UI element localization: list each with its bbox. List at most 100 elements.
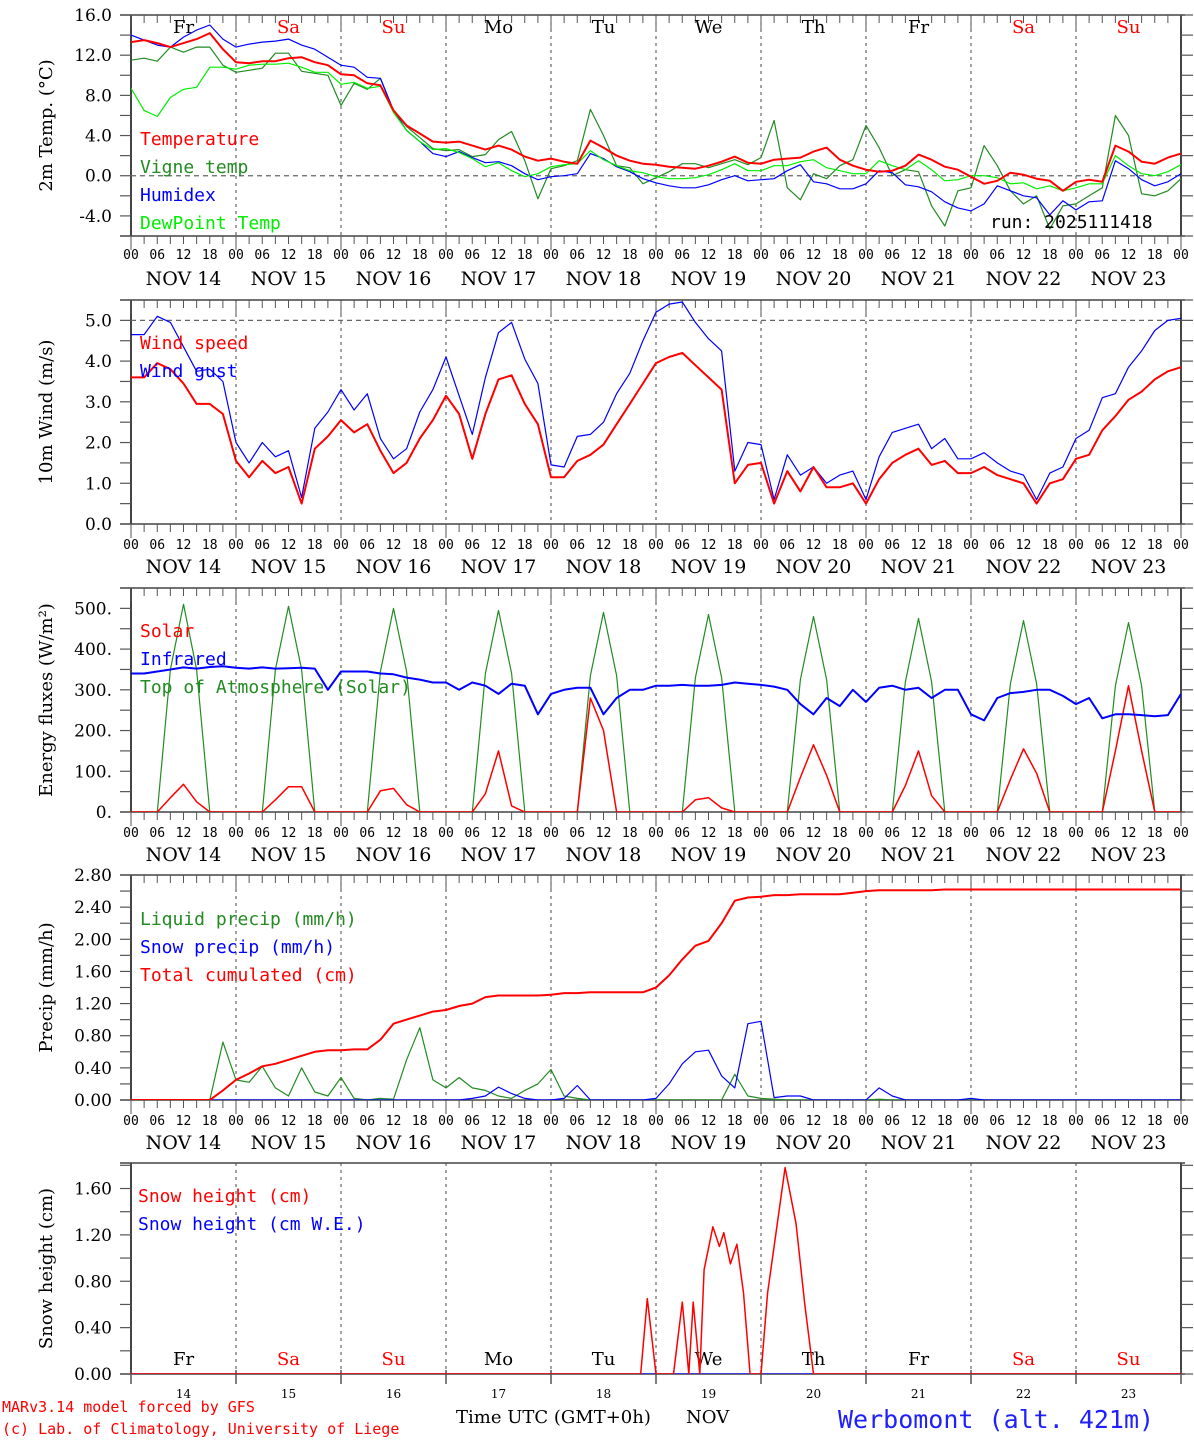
hour-tick-label: 06 <box>989 538 1005 553</box>
series-infrared-line <box>131 665 1181 722</box>
data-point <box>262 61 263 62</box>
data-point <box>905 184 906 185</box>
data-point <box>800 491 801 492</box>
data-point <box>826 483 827 484</box>
data-point <box>406 130 407 131</box>
data-point <box>984 466 985 467</box>
data-point <box>406 1099 407 1100</box>
data-point <box>669 975 670 976</box>
data-point <box>669 685 670 686</box>
data-point <box>550 1069 551 1070</box>
data-point <box>984 203 985 204</box>
data-point <box>1102 181 1103 182</box>
date-label: NOV 14 <box>146 1132 222 1154</box>
data-point <box>249 811 250 812</box>
data-point <box>721 807 722 808</box>
data-point <box>288 63 289 64</box>
hour-tick-label: 18 <box>622 1114 638 1129</box>
data-point <box>695 322 696 323</box>
data-point <box>1075 203 1076 204</box>
date-label: NOV 15 <box>251 1132 327 1154</box>
y-tick-label: 5.0 <box>85 311 112 331</box>
data-point <box>1102 183 1103 184</box>
date-label: NOV 21 <box>881 268 957 290</box>
data-point <box>550 166 551 167</box>
hour-tick-label: 18 <box>517 248 533 263</box>
data-point <box>839 475 840 476</box>
data-point <box>537 179 538 180</box>
data-point <box>997 177 998 178</box>
data-point <box>327 1050 328 1051</box>
data-point <box>813 466 814 467</box>
data-point <box>445 356 446 357</box>
legend-item: Temperature <box>140 129 259 150</box>
data-point <box>905 454 906 455</box>
data-point <box>931 448 932 449</box>
data-point <box>1154 1099 1155 1100</box>
data-point <box>550 1373 551 1374</box>
data-point <box>747 442 748 443</box>
data-point <box>511 170 512 171</box>
data-point <box>865 1099 866 1100</box>
data-point <box>275 473 276 474</box>
data-point <box>1141 889 1142 890</box>
hour-tick-label: 18 <box>937 538 953 553</box>
data-point <box>708 338 709 339</box>
data-point <box>642 689 643 690</box>
panel-4: 0.00 0.40 0.80 1.20 1.60 2.00 2.40 2.80 Precip (… <box>36 866 1193 1154</box>
weekday-label: Fr <box>173 1349 194 1370</box>
hour-tick-label: 18 <box>727 1114 743 1129</box>
panel-1: -4.0 0.0 4.0 8.0 12.0 16.0 2m Temp. (°C) 00 06 12… <box>36 6 1193 290</box>
hour-tick-label: 00 <box>438 826 454 841</box>
data-point <box>931 191 932 192</box>
data-point <box>157 61 158 62</box>
y-tick-label: 500. <box>74 599 112 619</box>
data-point <box>852 471 853 472</box>
data-point <box>813 616 814 617</box>
data-point <box>196 87 197 88</box>
hour-tick-label: 12 <box>701 1114 717 1129</box>
data-point <box>865 183 866 184</box>
data-point <box>275 41 276 42</box>
data-point <box>787 1099 788 1100</box>
data-point <box>144 110 145 111</box>
y-axis-label: 10m Wind (m/s) <box>36 340 57 485</box>
data-point <box>826 487 827 488</box>
hour-tick-label: 00 <box>1068 538 1084 553</box>
date-label: NOV 21 <box>881 844 957 866</box>
data-point <box>314 428 315 429</box>
data-point <box>1167 371 1168 372</box>
hour-tick-label: 06 <box>359 1114 375 1129</box>
data-point <box>1036 195 1037 196</box>
data-point <box>640 1373 641 1374</box>
y-tick-label: 8.0 <box>85 86 112 106</box>
data-point <box>892 1095 893 1096</box>
data-point <box>1036 773 1037 774</box>
data-point <box>564 993 565 994</box>
data-point <box>577 163 578 164</box>
data-point <box>721 161 722 162</box>
data-point <box>196 403 197 404</box>
hour-tick-label: 18 <box>202 248 218 263</box>
data-point <box>603 714 604 715</box>
data-point <box>1010 190 1011 191</box>
data-point <box>800 894 801 895</box>
data-point <box>537 198 538 199</box>
hour-tick-label: 00 <box>543 1114 559 1129</box>
data-point <box>1075 181 1076 182</box>
data-point <box>734 471 735 472</box>
hour-tick-label: 06 <box>1094 1114 1110 1129</box>
data-point <box>445 395 446 396</box>
data-point <box>524 156 525 157</box>
data-point <box>354 67 355 68</box>
data-point <box>787 187 788 188</box>
data-point <box>721 163 722 164</box>
data-point <box>393 1023 394 1024</box>
hour-tick-label: 18 <box>1147 826 1163 841</box>
hour-tick-label: 06 <box>884 1114 900 1129</box>
data-point <box>130 42 131 43</box>
data-point <box>1128 151 1129 152</box>
data-point <box>774 159 775 160</box>
hour-tick-label: 06 <box>254 1114 270 1129</box>
data-point <box>511 165 512 166</box>
